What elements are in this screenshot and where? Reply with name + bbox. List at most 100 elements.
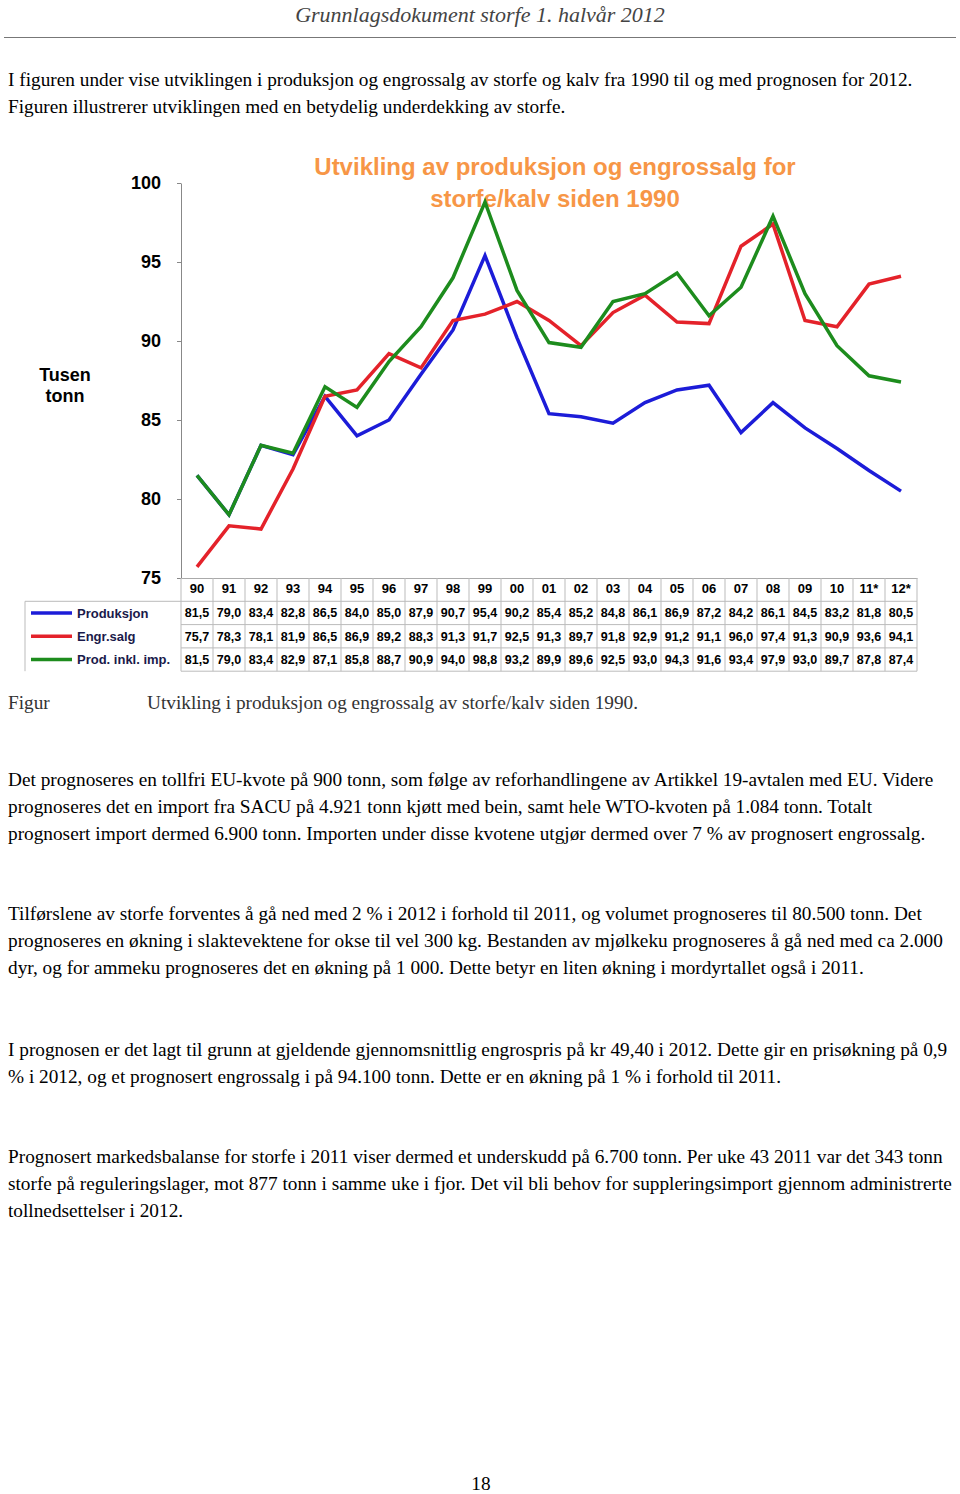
data-label: 90,9 bbox=[409, 653, 433, 667]
data-label: 98,8 bbox=[473, 653, 497, 667]
chart-title: Utvikling av produksjon og engrossalg fo… bbox=[314, 153, 795, 212]
data-label: 88,3 bbox=[409, 630, 433, 644]
data-label: 94,3 bbox=[665, 653, 689, 667]
x-tick: 91 bbox=[222, 578, 236, 596]
series-line bbox=[197, 224, 901, 567]
y-axis-line bbox=[181, 184, 182, 579]
x-axis-line bbox=[182, 578, 918, 579]
text-line: tonn bbox=[46, 386, 85, 406]
x-tick-label: 12* bbox=[891, 581, 911, 596]
table-col-line bbox=[309, 578, 310, 671]
paragraph: Tilførslene av storfe forventes å gå ned… bbox=[8, 900, 956, 981]
data-label: 87,8 bbox=[857, 653, 881, 667]
data-label: 93,0 bbox=[793, 653, 817, 667]
data-label: 91,3 bbox=[537, 630, 561, 644]
x-tick: 95 bbox=[350, 578, 364, 596]
data-label: 84,2 bbox=[729, 606, 753, 620]
legend-label: Engr.salg bbox=[77, 629, 136, 644]
data-label: 87,9 bbox=[409, 606, 433, 620]
y-tick: 80 bbox=[141, 489, 181, 509]
y-tick-mark bbox=[177, 262, 181, 263]
data-label: 91,8 bbox=[601, 630, 625, 644]
table-col-line bbox=[725, 578, 726, 671]
intro: I figuren under vise utviklingen i produ… bbox=[8, 66, 953, 120]
data-label: 78,3 bbox=[217, 630, 241, 644]
y-tick: 85 bbox=[141, 410, 181, 430]
x-tick: 02 bbox=[574, 578, 588, 596]
x-tick-label: 07 bbox=[734, 581, 748, 596]
data-label: 92,5 bbox=[505, 630, 529, 644]
x-tick: 94 bbox=[318, 578, 333, 596]
data-label: 89,6 bbox=[569, 653, 593, 667]
x-tick-label: 05 bbox=[670, 581, 684, 596]
table-col-line bbox=[405, 578, 406, 671]
x-tick: 03 bbox=[606, 578, 620, 596]
data-label: 91,3 bbox=[793, 630, 817, 644]
table-col-line bbox=[789, 578, 790, 671]
data-label: 87,1 bbox=[313, 653, 337, 667]
data-table: 9091929394959697989900010203040506070809… bbox=[25, 578, 918, 671]
table-col-line bbox=[341, 578, 342, 671]
plot-lines bbox=[197, 202, 901, 567]
x-tick: 08 bbox=[766, 578, 780, 596]
x-tick: 05 bbox=[670, 578, 684, 596]
table-grid bbox=[25, 578, 917, 671]
data-label: 91,6 bbox=[697, 653, 721, 667]
caption-text: Utvikling i produksjon og engrossalg av … bbox=[147, 689, 638, 716]
x-tick-label: 93 bbox=[286, 581, 300, 596]
data-label: 92,5 bbox=[601, 653, 625, 667]
data-label: 82,8 bbox=[281, 606, 305, 620]
data-label: 89,7 bbox=[825, 653, 849, 667]
text-line: Utvikling av produksjon og engrossalg fo… bbox=[314, 153, 795, 180]
header-rule bbox=[4, 37, 956, 38]
x-tick: 10 bbox=[830, 578, 844, 596]
x-tick-label: 11* bbox=[860, 581, 880, 596]
data-label: 94,0 bbox=[441, 653, 465, 667]
x-tick-label: 92 bbox=[254, 581, 268, 596]
table-col-line bbox=[917, 578, 918, 671]
legend-label: Prod. inkl. imp. bbox=[77, 652, 170, 667]
legend-key bbox=[31, 658, 72, 662]
x-tick: 00 bbox=[510, 578, 524, 596]
y-tick: 75 bbox=[141, 568, 181, 588]
x-axis: 9091929394959697989900010203040506070809… bbox=[182, 578, 918, 596]
table-col-line bbox=[597, 578, 598, 671]
legend-label: Produksjon bbox=[77, 606, 149, 621]
y-tick-label: 85 bbox=[141, 410, 161, 430]
data-label: 88,7 bbox=[377, 653, 401, 667]
paragraph: I prognosen er det lagt til grunn at gje… bbox=[8, 1036, 956, 1090]
y-tick-label: 75 bbox=[141, 568, 161, 588]
x-tick: 09 bbox=[798, 578, 812, 596]
data-label: 86,1 bbox=[761, 606, 785, 620]
data-label: 86,5 bbox=[313, 630, 337, 644]
data-label: 89,7 bbox=[569, 630, 593, 644]
table-col-line bbox=[693, 578, 694, 671]
x-tick-label: 06 bbox=[702, 581, 716, 596]
x-tick: 06 bbox=[702, 578, 716, 596]
y-tick: 90 bbox=[141, 331, 181, 351]
y-tick-mark bbox=[177, 420, 181, 421]
data-label: 95,4 bbox=[473, 606, 497, 620]
table-col-line bbox=[277, 578, 278, 671]
x-tick-label: 04 bbox=[638, 581, 653, 596]
y-tick-mark bbox=[177, 499, 181, 500]
data-label: 85,0 bbox=[377, 606, 401, 620]
x-tick: 90 bbox=[190, 578, 204, 596]
table-col-line bbox=[821, 578, 822, 671]
x-tick-label: 01 bbox=[542, 581, 556, 596]
data-label: 93,2 bbox=[505, 653, 529, 667]
x-tick-label: 96 bbox=[382, 581, 396, 596]
table-col-line bbox=[629, 578, 630, 671]
x-tick: 07 bbox=[734, 578, 748, 596]
data-label: 87,2 bbox=[697, 606, 721, 620]
data-label: 90,7 bbox=[441, 606, 465, 620]
data-label: 83,4 bbox=[249, 653, 273, 667]
x-tick-label: 91 bbox=[222, 581, 236, 596]
table-col-line bbox=[25, 601, 26, 671]
x-tick: 97 bbox=[414, 578, 428, 596]
y-tick-label: 100 bbox=[131, 173, 161, 193]
x-tick: 01 bbox=[542, 578, 556, 596]
x-tick: 99 bbox=[478, 578, 492, 596]
data-label: 96,0 bbox=[729, 630, 753, 644]
x-tick: 11* bbox=[860, 578, 880, 596]
